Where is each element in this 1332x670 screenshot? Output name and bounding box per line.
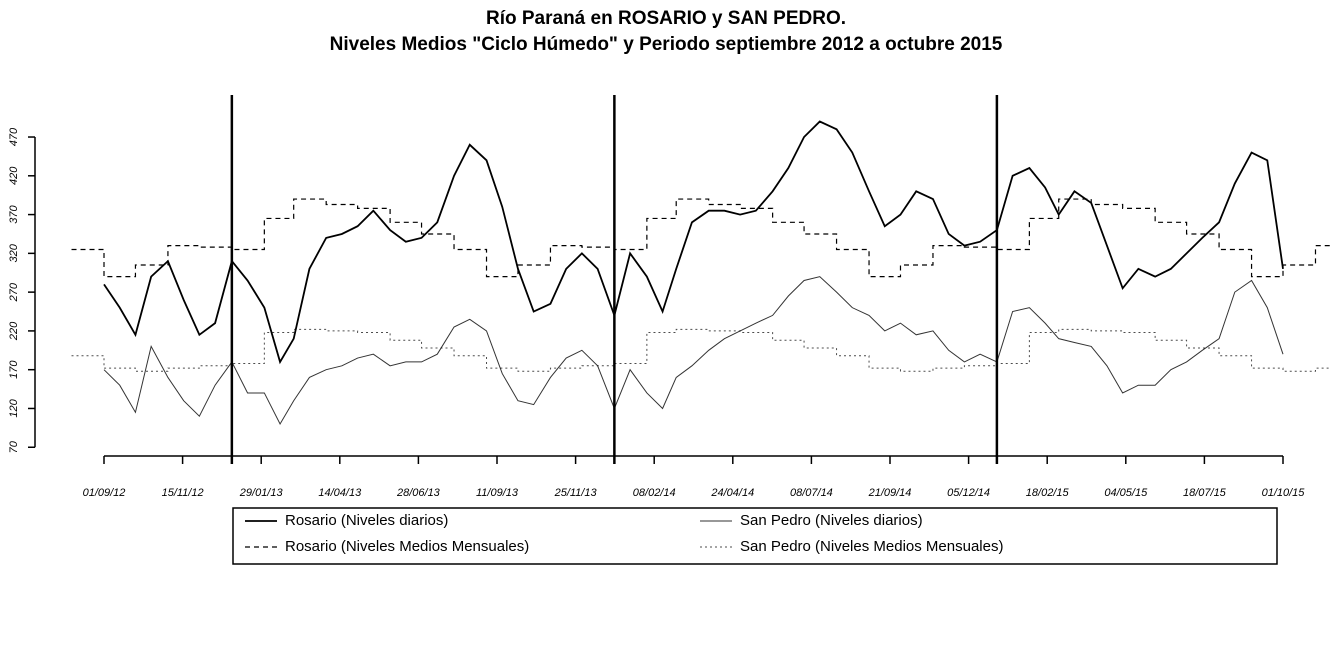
x-tick-label: 15/11/12 <box>162 487 204 499</box>
y-tick-label: 270 <box>8 282 20 302</box>
y-tick-label: 370 <box>8 205 20 224</box>
x-tick-label: 24/04/14 <box>710 487 754 499</box>
series-line <box>103 276 1284 426</box>
x-tick-label: 08/07/14 <box>790 487 833 499</box>
x-tick-label: 21/09/14 <box>868 487 912 499</box>
y-tick-label: 70 <box>8 440 20 453</box>
x-tick-label: 18/02/15 <box>1026 487 1070 499</box>
series-line <box>71 198 1331 278</box>
y-tick-label: 120 <box>8 398 20 417</box>
series-line <box>71 328 1331 372</box>
legend-label: Rosario (Niveles Medios Mensuales) <box>285 538 529 555</box>
x-tick-label: 01/09/12 <box>83 487 126 499</box>
x-tick-label: 29/01/13 <box>239 487 284 499</box>
x-tick-label: 04/05/15 <box>1104 487 1148 499</box>
chart-subtitle: Niveles Medios "Ciclo Húmedo" y Periodo … <box>330 34 1003 55</box>
legend-label: San Pedro (Niveles Medios Mensuales) <box>740 538 1003 555</box>
x-tick-label: 08/02/14 <box>633 487 676 499</box>
x-tick-label: 14/04/13 <box>318 487 362 499</box>
legend-label: San Pedro (Niveles diarios) <box>740 512 923 529</box>
x-tick-label: 18/07/15 <box>1183 487 1227 499</box>
y-tick-label: 470 <box>8 127 20 146</box>
series-line <box>103 120 1284 365</box>
y-tick-label: 420 <box>8 166 20 185</box>
y-tick-label: 320 <box>8 243 20 262</box>
x-tick-label: 11/09/13 <box>476 487 519 499</box>
plot-area <box>71 120 1331 426</box>
x-tick-label: 28/06/13 <box>396 487 441 499</box>
x-tick-label: 25/11/13 <box>554 487 598 499</box>
legend-label: Rosario (Niveles diarios) <box>285 512 448 529</box>
x-tick-label: 01/10/15 <box>1262 487 1306 499</box>
chart-title: Río Paraná en ROSARIO y SAN PEDRO. <box>486 8 846 29</box>
legend-box <box>232 507 1278 565</box>
y-tick-label: 170 <box>8 360 20 379</box>
x-tick-label: 05/12/14 <box>947 487 990 499</box>
y-tick-label: 220 <box>8 321 20 341</box>
